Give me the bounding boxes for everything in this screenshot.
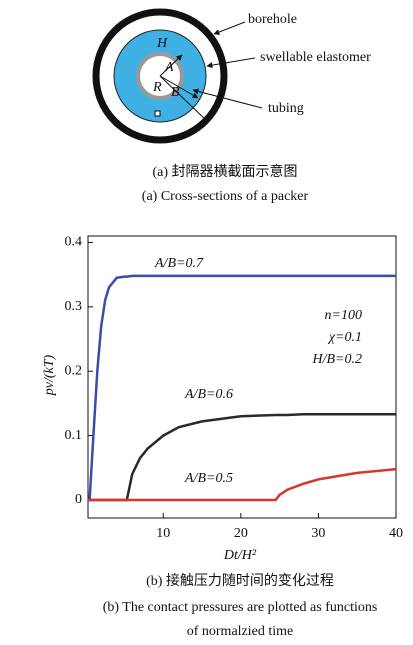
label: tubing	[268, 101, 304, 116]
x-tick-label: 10	[156, 526, 170, 541]
label: A	[164, 60, 174, 75]
x-tick-label: 30	[311, 526, 325, 541]
arrow-r	[159, 75, 209, 123]
chart: 0 0.1 0.2 0.3 0.4 10 20 30 40 A/B=0.7 A/B=0.6 A/B=0…	[42, 235, 403, 640]
caption: (b) 接触压力随时间的变化过程	[146, 572, 334, 589]
series-line	[88, 274, 396, 502]
caption: (a) 封隔器横截面示意图	[152, 163, 297, 180]
borehole-ring	[92, 8, 228, 144]
packer-diagram: borehole swellable elastomer tubing H A …	[92, 8, 371, 204]
series-line	[88, 467, 397, 502]
label: swellable elastomer	[260, 50, 371, 65]
x-axis-label: Dt/H²	[223, 548, 257, 563]
annotation: H/B=0.2	[312, 352, 363, 367]
annotation: χ=0.1	[327, 330, 362, 345]
series-label: A/B=0.5	[184, 471, 233, 486]
series-label: A/B=0.6	[184, 387, 233, 402]
y-tick-label: 0.3	[65, 299, 83, 314]
y-tick-label: 0.2	[65, 363, 83, 378]
caption: (a) Cross-sections of a packer	[142, 189, 309, 204]
arrow-b	[159, 75, 199, 99]
annotation: n=100	[325, 308, 362, 323]
plot-frame	[87, 235, 397, 519]
y-tick-label: 0.4	[65, 235, 83, 250]
label: borehole	[248, 12, 297, 27]
y-axis-label: pv/(kT)	[42, 354, 57, 396]
y-tick-label: 0.1	[65, 428, 83, 443]
series-line	[88, 413, 396, 502]
label: R	[152, 80, 162, 95]
x-tick-label: 40	[389, 526, 403, 541]
pointer	[206, 57, 256, 69]
y-tick-label: 0	[75, 492, 82, 507]
pointer	[192, 88, 263, 109]
label: H	[156, 36, 168, 51]
element	[154, 110, 161, 117]
x-tick-label: 20	[234, 526, 248, 541]
caption: of normalzied time	[187, 624, 294, 639]
pointer	[213, 21, 246, 35]
label: B	[171, 85, 180, 100]
series-label: A/B=0.7	[154, 256, 204, 271]
arrow-a	[159, 54, 183, 77]
caption: (b) The contact pressures are plotted as…	[103, 600, 378, 615]
